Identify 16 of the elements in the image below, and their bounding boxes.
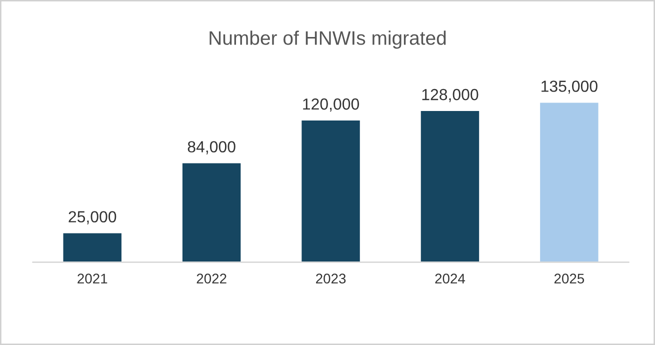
- bar: [419, 110, 480, 262]
- data-label: 128,000: [422, 88, 478, 102]
- x-tick-label: 2022: [196, 274, 226, 284]
- x-tick-label: 2025: [554, 274, 584, 284]
- x-tick-label: 2021: [78, 274, 108, 284]
- x-tick-label: 2023: [316, 274, 346, 284]
- bar: [300, 119, 362, 262]
- bar: [181, 162, 242, 262]
- data-label: 120,000: [303, 98, 360, 112]
- data-label: 25,000: [68, 211, 116, 224]
- data-label: 84,000: [188, 141, 236, 154]
- x-tick-label: 2024: [435, 274, 466, 284]
- chart-title: Number of HNWIs migrated: [210, 30, 446, 49]
- bar: [62, 232, 123, 262]
- data-label: 135,000: [542, 80, 598, 94]
- bar: [538, 101, 600, 262]
